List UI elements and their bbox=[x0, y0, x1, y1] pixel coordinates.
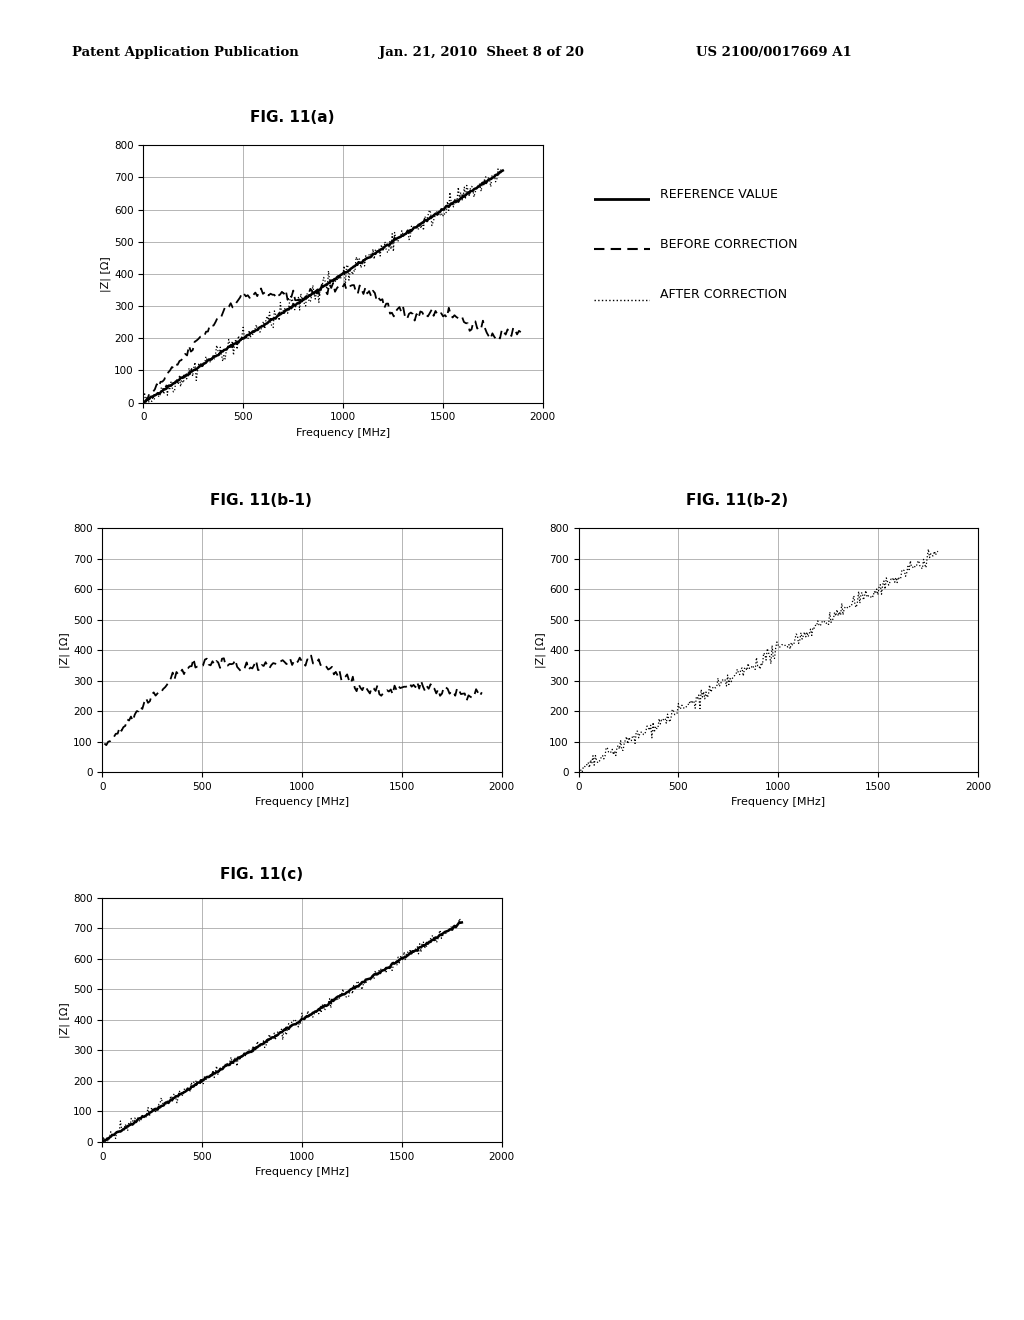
Text: FIG. 11(c): FIG. 11(c) bbox=[219, 867, 303, 882]
X-axis label: Frequency [MHz]: Frequency [MHz] bbox=[255, 1167, 349, 1177]
Text: Patent Application Publication: Patent Application Publication bbox=[72, 46, 298, 59]
Text: FIG. 11(a): FIG. 11(a) bbox=[250, 111, 334, 125]
Y-axis label: |Z| [Ω]: |Z| [Ω] bbox=[100, 256, 112, 292]
Text: FIG. 11(b-1): FIG. 11(b-1) bbox=[210, 494, 312, 508]
X-axis label: Frequency [MHz]: Frequency [MHz] bbox=[255, 797, 349, 808]
X-axis label: Frequency [MHz]: Frequency [MHz] bbox=[296, 428, 390, 438]
Y-axis label: |Z| [Ω]: |Z| [Ω] bbox=[536, 632, 547, 668]
Y-axis label: |Z| [Ω]: |Z| [Ω] bbox=[59, 1002, 71, 1038]
Text: BEFORE CORRECTION: BEFORE CORRECTION bbox=[660, 238, 798, 251]
Text: FIG. 11(b-2): FIG. 11(b-2) bbox=[686, 494, 788, 508]
Y-axis label: |Z| [Ω]: |Z| [Ω] bbox=[59, 632, 71, 668]
Text: AFTER CORRECTION: AFTER CORRECTION bbox=[660, 288, 787, 301]
Text: REFERENCE VALUE: REFERENCE VALUE bbox=[660, 187, 778, 201]
Text: Jan. 21, 2010  Sheet 8 of 20: Jan. 21, 2010 Sheet 8 of 20 bbox=[379, 46, 584, 59]
Text: US 2100/0017669 A1: US 2100/0017669 A1 bbox=[696, 46, 852, 59]
X-axis label: Frequency [MHz]: Frequency [MHz] bbox=[731, 797, 825, 808]
